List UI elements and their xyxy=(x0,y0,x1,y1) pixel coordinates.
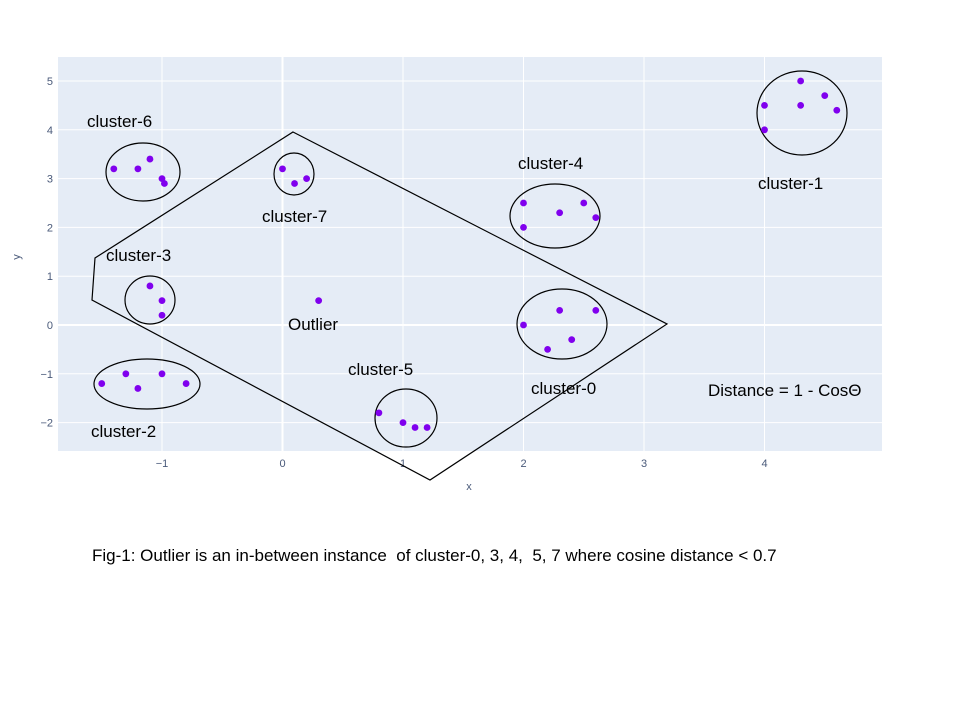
scatter-point xyxy=(761,102,768,109)
scatter-point xyxy=(797,77,805,85)
scatter-point xyxy=(146,282,154,290)
scatter-point xyxy=(423,424,431,431)
x-tick-label: 3 xyxy=(641,458,647,470)
distance-formula-label: Distance = 1 - CosΘ xyxy=(708,381,862,400)
cluster-2-ellipse xyxy=(93,358,201,410)
x-tick-label: 2 xyxy=(520,458,526,470)
y-tick-label: 1 xyxy=(47,271,53,283)
cluster-ellipses xyxy=(93,70,848,448)
y-tick-label: −1 xyxy=(40,369,53,381)
scatter-point xyxy=(158,311,166,319)
scatter-point xyxy=(315,297,323,304)
scatter-point xyxy=(797,102,805,109)
cluster-0-label: cluster-0 xyxy=(531,379,596,398)
enclosing-polygon xyxy=(91,131,669,481)
cluster-6-label: cluster-6 xyxy=(87,112,152,131)
x-tick-label: 4 xyxy=(761,458,767,470)
scatter-point xyxy=(821,92,829,100)
scatter-point xyxy=(303,175,310,183)
scatter-point xyxy=(279,165,286,173)
scatter-point xyxy=(761,126,768,134)
y-tick-label: −2 xyxy=(40,418,53,430)
scatter-point xyxy=(375,409,383,417)
scatter-point xyxy=(98,380,106,387)
x-tick-label: 1 xyxy=(400,458,406,470)
x-axis-title: x xyxy=(466,481,472,493)
scatter-point xyxy=(833,106,841,114)
x-tick-label: 0 xyxy=(279,458,285,470)
scatter-point xyxy=(110,165,118,173)
scatter-point xyxy=(134,385,142,392)
x-tick-label: −1 xyxy=(156,458,169,470)
cluster-4-label: cluster-4 xyxy=(518,154,583,173)
y-tick-label: 0 xyxy=(47,320,53,332)
data-points xyxy=(98,77,841,431)
cluster-2-label: cluster-2 xyxy=(91,422,156,441)
scatter-point xyxy=(146,155,154,163)
scatter-point xyxy=(544,346,551,353)
scatter-point xyxy=(158,370,166,378)
plot-area-background xyxy=(58,57,882,451)
scatter-point xyxy=(291,180,298,187)
scatter-point xyxy=(556,306,564,314)
scatter-point xyxy=(122,370,130,378)
scatter-point xyxy=(520,199,527,207)
y-tick-label: 3 xyxy=(47,174,53,186)
scatter-point xyxy=(161,180,168,187)
cluster-7-label: cluster-7 xyxy=(262,207,327,226)
scatter-point xyxy=(399,419,407,426)
scatter-point xyxy=(580,199,588,207)
cluster-4-ellipse xyxy=(509,183,601,249)
scatter-point xyxy=(411,424,419,431)
figure-caption: Fig-1: Outlier is an in-between instance… xyxy=(92,546,777,565)
scatter-point xyxy=(134,165,142,173)
scatter-point xyxy=(592,214,600,222)
cluster-5-label: cluster-5 xyxy=(348,360,413,379)
cluster-0-ellipse xyxy=(516,288,608,360)
scatter-point xyxy=(158,297,166,304)
cluster-3-ellipse xyxy=(124,275,176,325)
cluster-5-ellipse xyxy=(374,388,438,448)
outlier-label: Outlier xyxy=(288,315,338,334)
tick-labels: −1 0 1 2 3 4 −2 −1 0 1 2 3 4 5 xyxy=(40,76,767,470)
scatter-point xyxy=(592,306,600,314)
cluster-6-ellipse xyxy=(105,142,181,202)
cluster-1-ellipse xyxy=(756,70,848,156)
y-tick-label: 2 xyxy=(47,222,53,234)
y-tick-label: 4 xyxy=(47,125,53,137)
y-tick-label: 5 xyxy=(47,76,53,88)
y-axis-title: y xyxy=(11,254,23,260)
scatter-point xyxy=(568,336,576,344)
scatter-point xyxy=(556,209,564,217)
cluster-1-label: cluster-1 xyxy=(758,174,823,193)
cluster-7-ellipse xyxy=(273,152,315,196)
scatter-point xyxy=(520,321,527,329)
cluster-3-label: cluster-3 xyxy=(106,246,171,265)
scatter-point xyxy=(520,224,527,231)
scatter-point xyxy=(182,380,190,387)
